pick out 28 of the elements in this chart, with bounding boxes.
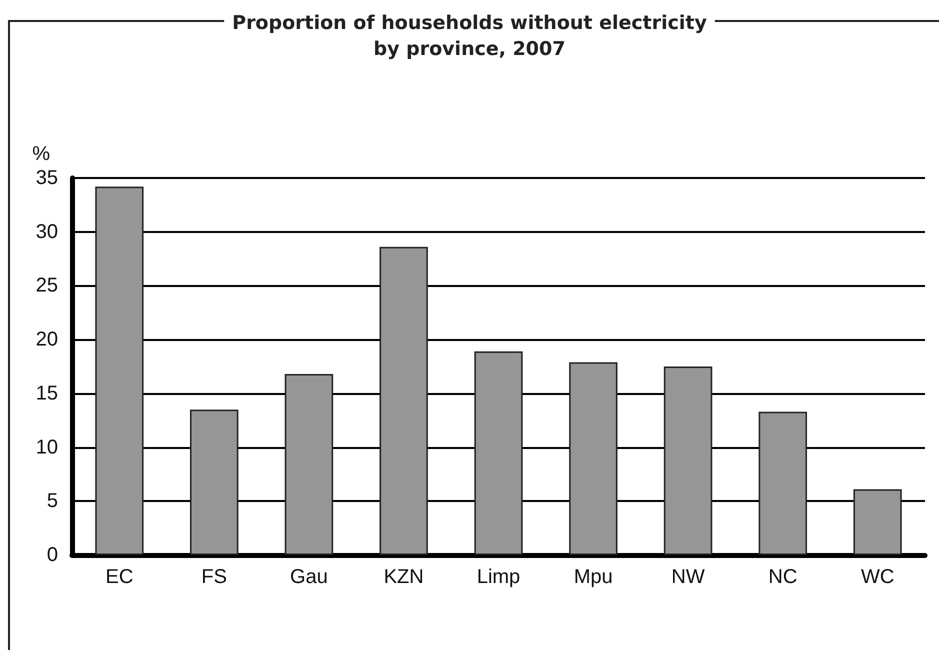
y-tick-label: 30 xyxy=(36,220,58,243)
y-axis-title: % xyxy=(32,143,50,165)
y-tick-label: 20 xyxy=(36,328,58,351)
y-tick-label: 10 xyxy=(36,436,58,458)
bar xyxy=(853,489,902,555)
bar xyxy=(664,366,712,555)
x-tick-label: NC xyxy=(768,566,798,588)
x-tick-label: Mpu xyxy=(574,566,613,588)
bar xyxy=(380,246,428,555)
y-tick-label: 5 xyxy=(46,490,58,512)
bar xyxy=(190,410,238,555)
y-tick-label: 25 xyxy=(36,274,58,297)
bar xyxy=(284,374,334,555)
y-tick-label: 0 xyxy=(46,544,58,566)
x-tick-label: Gau xyxy=(290,566,328,588)
bar xyxy=(758,412,807,555)
x-tick-label: NW xyxy=(671,566,705,588)
y-tick-label: 15 xyxy=(36,382,58,404)
chart-title: Proportion of households without electricity by province, 2007 xyxy=(232,12,708,60)
x-tick-label: FS xyxy=(201,566,227,588)
bar xyxy=(569,362,618,555)
bar xyxy=(95,186,144,555)
x-tick-label: WC xyxy=(860,566,894,588)
x-tick-label: Limp xyxy=(476,566,520,588)
x-tick-label: KZN xyxy=(384,566,424,588)
x-tick-label: EC xyxy=(105,566,134,588)
y-tick-label: 35 xyxy=(36,167,58,189)
bar xyxy=(474,351,523,555)
